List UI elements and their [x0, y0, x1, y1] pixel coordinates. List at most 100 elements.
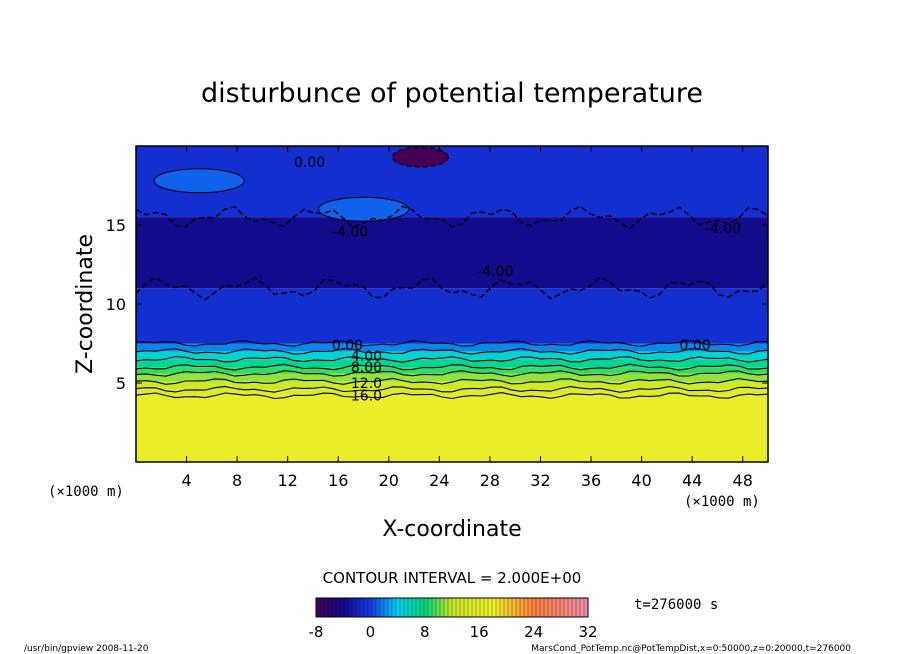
x-tick-label: 36 [581, 471, 601, 490]
colorbar-cell [432, 598, 437, 617]
colorbar-cell [448, 598, 453, 617]
colorbar-cell [412, 598, 417, 617]
colorbar-tick-label: 32 [578, 623, 597, 641]
colorbar-cell [580, 598, 585, 617]
contour-label: 4.00 [351, 349, 382, 365]
colorbar-cell [396, 598, 401, 617]
colorbar-cell [500, 598, 505, 617]
colorbar-cell [420, 598, 425, 617]
colorbar-cell [428, 598, 433, 617]
colorbar-cell [344, 598, 349, 617]
colorbar-cell [424, 598, 429, 617]
colorbar-cell [456, 598, 461, 617]
colorbar-cell [480, 598, 485, 617]
colorbar-cell [444, 598, 449, 617]
contour-label: 8.00 [351, 360, 382, 376]
colorbar-cell [320, 598, 325, 617]
colorbar-cell [388, 598, 393, 617]
colorbar-cell [332, 598, 337, 617]
colorbar-tick-label: 16 [470, 623, 489, 641]
colorbar-cell [584, 598, 589, 617]
color-layer [136, 288, 768, 344]
contour-lines [136, 205, 768, 400]
contour-labels: 0.00-4.00-4.00-4.000.00 0.004.008.0012.01… [294, 155, 741, 405]
colorbar-cell [404, 598, 409, 617]
colorbar-cell [348, 598, 353, 617]
colorbar-cell [532, 598, 537, 617]
colorbar-cell [328, 598, 333, 617]
x-tick-label: 40 [631, 471, 651, 490]
x-axis-ticks: 4 8 12 16 20 24 28 32 36 40 44 48 [181, 146, 753, 490]
footer-right: MarsCond_PotTemp.nc@PotTempDist,x=0:5000… [531, 644, 851, 654]
colorbar-cell [436, 598, 441, 617]
colorbar-cell [416, 598, 421, 617]
x-unit-left: (×1000 m) [48, 484, 124, 500]
colorbar-cell [520, 598, 525, 617]
anomaly-feature [391, 146, 449, 168]
contour-label: -4.00 [705, 221, 741, 237]
x-tick-label: 48 [733, 471, 753, 490]
colorbar-cell [528, 598, 533, 617]
colorbar-tick-label: 0 [366, 623, 376, 641]
chart-title: disturbunce of potential temperature [201, 78, 703, 109]
color-layer [136, 381, 768, 390]
colorbar-cell [364, 598, 369, 617]
colorbar-cell [408, 598, 413, 617]
x-axis-label: X-coordinate [382, 517, 521, 542]
colorbar-cell [512, 598, 517, 617]
time-label: t=276000 s [634, 597, 718, 613]
colorbar-cell [384, 598, 389, 617]
colorbar-cell [564, 598, 569, 617]
contour-interval: CONTOUR INTERVAL = 2.000E+00 [323, 569, 582, 587]
colorbar-cell [572, 598, 577, 617]
contour-label: -4.00 [332, 224, 368, 240]
colorbar-cell [356, 598, 361, 617]
colorbar-cell [440, 598, 445, 617]
colorbar-cell [460, 598, 465, 617]
colorbar-tick-label: 8 [420, 623, 430, 641]
colorbar-cell [488, 598, 493, 617]
x-tick-label: 16 [328, 471, 348, 490]
colorbar-cell [392, 598, 397, 617]
colorbar-cell [552, 598, 557, 617]
x-tick-label: 44 [682, 471, 702, 490]
colorbar-cell [376, 598, 381, 617]
colorbar-cell [452, 598, 457, 617]
colorbar-cell [336, 598, 341, 617]
colorbar-cell [476, 598, 481, 617]
colorbar-cell [468, 598, 473, 617]
x-tick-label: 20 [379, 471, 399, 490]
y-tick-label: 10 [106, 295, 126, 314]
colorbar-cell [372, 598, 377, 617]
y-axis-label: Z-coordinate [73, 234, 98, 374]
colorbar-cell [544, 598, 549, 617]
plot-area: 0.00-4.00-4.00-4.000.00 0.004.008.0012.01… [135, 145, 769, 463]
colorbar-cell [560, 598, 565, 617]
x-tick-label: 32 [530, 471, 550, 490]
colorbar-cell [536, 598, 541, 617]
y-axis-ticks: 5 10 15 [106, 216, 768, 393]
colorbar-cell [464, 598, 469, 617]
colorbar-cell [324, 598, 329, 617]
colorbar-cell [492, 598, 497, 617]
colorbar-cell [540, 598, 545, 617]
y-tick-label: 5 [116, 374, 126, 393]
colorbar-tick-label: 24 [524, 623, 543, 641]
color-layer [136, 367, 768, 374]
colorbar-cell [316, 598, 321, 617]
contour-line [136, 370, 768, 378]
contour-line [136, 392, 768, 400]
contour-label: 16.0 [351, 389, 382, 405]
x-tick-label: 28 [480, 471, 500, 490]
footer-left: /usr/bin/gpview 2008-11-20 [24, 644, 149, 654]
contour-label: -4.00 [477, 264, 513, 280]
colorbar-cell [496, 598, 501, 617]
colorbar [315, 598, 589, 617]
anomaly-feature [318, 196, 410, 222]
colorbar-cell [556, 598, 561, 617]
colorbar-cell [516, 598, 521, 617]
colorbar-cell [380, 598, 385, 617]
colorbar-cell [484, 598, 489, 617]
contour-line [136, 377, 768, 385]
